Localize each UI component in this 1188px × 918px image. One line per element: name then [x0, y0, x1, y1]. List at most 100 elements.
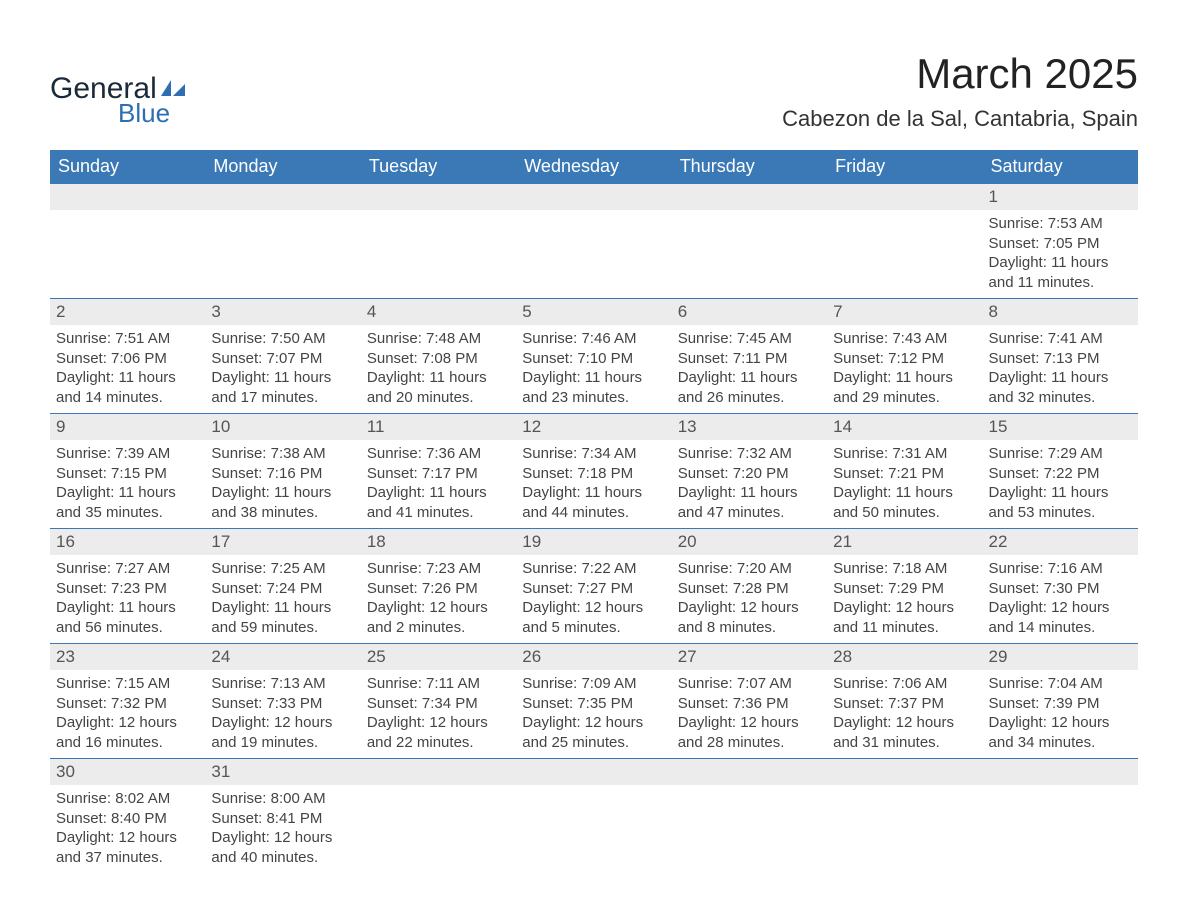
sunrise-label: Sunrise:: [211, 560, 270, 577]
day-number-bar: [827, 184, 982, 210]
sunset-line: Sunset: 7:37 PM: [833, 694, 976, 714]
sunrise-line: Sunrise: 7:46 AM: [522, 329, 665, 349]
sunrise-line: Sunrise: 7:06 AM: [833, 674, 976, 694]
day-detail: Sunrise: 7:15 AMSunset: 7:32 PMDaylight:…: [50, 670, 205, 758]
sunset-line: Sunset: 7:15 PM: [56, 464, 199, 484]
sunrise-line: Sunrise: 7:13 AM: [211, 674, 354, 694]
sunrise-label: Sunrise:: [522, 330, 581, 347]
sunrise-line: Sunrise: 7:31 AM: [833, 444, 976, 464]
sunset-value: 7:10 PM: [577, 350, 633, 367]
sunset-value: 7:28 PM: [733, 580, 789, 597]
daylight-line: Daylight: 11 hours and 47 minutes.: [678, 483, 821, 522]
day-number-bar: 9: [50, 414, 205, 440]
sunset-label: Sunset:: [522, 350, 577, 367]
daylight-label: Daylight:: [833, 484, 896, 501]
day-number-bar: [516, 184, 671, 210]
sunrise-line: Sunrise: 7:32 AM: [678, 444, 821, 464]
sunrise-label: Sunrise:: [833, 560, 892, 577]
sunset-line: Sunset: 7:08 PM: [367, 349, 510, 369]
day-detail: Sunrise: 7:23 AMSunset: 7:26 PMDaylight:…: [361, 555, 516, 643]
location-text: Cabezon de la Sal, Cantabria, Spain: [782, 106, 1138, 132]
daylight-line: Daylight: 12 hours and 22 minutes.: [367, 713, 510, 752]
sunset-label: Sunset:: [56, 580, 111, 597]
sunset-value: 7:32 PM: [111, 695, 167, 712]
sunrise-line: Sunrise: 7:38 AM: [211, 444, 354, 464]
daylight-label: Daylight:: [522, 484, 585, 501]
sunset-label: Sunset:: [211, 580, 266, 597]
sunrise-value: 7:34 AM: [581, 445, 636, 462]
day-number-bar: [361, 759, 516, 785]
logo-sail-icon: [159, 78, 187, 98]
sunset-value: 7:15 PM: [111, 465, 167, 482]
calendar-day-cell: 14Sunrise: 7:31 AMSunset: 7:21 PMDayligh…: [827, 414, 982, 529]
day-detail: [672, 785, 827, 855]
calendar-week-row: 9Sunrise: 7:39 AMSunset: 7:15 PMDaylight…: [50, 414, 1138, 529]
sunrise-value: 7:43 AM: [892, 330, 947, 347]
sunset-line: Sunset: 8:40 PM: [56, 809, 199, 829]
sunset-value: 7:27 PM: [577, 580, 633, 597]
daylight-line: Daylight: 12 hours and 14 minutes.: [989, 598, 1132, 637]
calendar-day-cell: [827, 759, 982, 874]
day-detail: Sunrise: 7:34 AMSunset: 7:18 PMDaylight:…: [516, 440, 671, 528]
daylight-line: Daylight: 11 hours and 59 minutes.: [211, 598, 354, 637]
day-number-bar: 15: [983, 414, 1138, 440]
sunset-label: Sunset:: [56, 810, 111, 827]
sunset-line: Sunset: 7:07 PM: [211, 349, 354, 369]
weekday-header: Wednesday: [516, 150, 671, 184]
sunset-value: 8:41 PM: [266, 810, 322, 827]
day-number-bar: [50, 184, 205, 210]
sunrise-line: Sunrise: 7:09 AM: [522, 674, 665, 694]
weekday-header: Saturday: [983, 150, 1138, 184]
calendar-day-cell: 12Sunrise: 7:34 AMSunset: 7:18 PMDayligh…: [516, 414, 671, 529]
sunset-line: Sunset: 7:28 PM: [678, 579, 821, 599]
day-detail: Sunrise: 7:31 AMSunset: 7:21 PMDaylight:…: [827, 440, 982, 528]
sunset-value: 7:12 PM: [888, 350, 944, 367]
calendar-day-cell: 30Sunrise: 8:02 AMSunset: 8:40 PMDayligh…: [50, 759, 205, 874]
brand-logo: General Blue: [50, 50, 187, 129]
sunset-label: Sunset:: [522, 465, 577, 482]
sunset-value: 7:24 PM: [266, 580, 322, 597]
sunrise-line: Sunrise: 8:00 AM: [211, 789, 354, 809]
calendar-table: SundayMondayTuesdayWednesdayThursdayFrid…: [50, 150, 1138, 873]
day-number-bar: 19: [516, 529, 671, 555]
calendar-day-cell: 3Sunrise: 7:50 AMSunset: 7:07 PMDaylight…: [205, 299, 360, 414]
day-detail: Sunrise: 7:13 AMSunset: 7:33 PMDaylight:…: [205, 670, 360, 758]
sunrise-label: Sunrise:: [367, 445, 426, 462]
calendar-day-cell: [983, 759, 1138, 874]
sunrise-value: 7:25 AM: [271, 560, 326, 577]
sunrise-label: Sunrise:: [833, 675, 892, 692]
sunrise-label: Sunrise:: [989, 445, 1048, 462]
calendar-day-cell: 13Sunrise: 7:32 AMSunset: 7:20 PMDayligh…: [672, 414, 827, 529]
calendar-day-cell: 28Sunrise: 7:06 AMSunset: 7:37 PMDayligh…: [827, 644, 982, 759]
sunrise-value: 7:13 AM: [271, 675, 326, 692]
day-detail: Sunrise: 7:09 AMSunset: 7:35 PMDaylight:…: [516, 670, 671, 758]
day-detail: Sunrise: 7:04 AMSunset: 7:39 PMDaylight:…: [983, 670, 1138, 758]
daylight-label: Daylight:: [56, 829, 119, 846]
sunrise-line: Sunrise: 7:22 AM: [522, 559, 665, 579]
daylight-label: Daylight:: [989, 369, 1052, 386]
day-number-bar: 8: [983, 299, 1138, 325]
daylight-label: Daylight:: [989, 714, 1052, 731]
sunrise-value: 7:16 AM: [1048, 560, 1103, 577]
sunrise-label: Sunrise:: [211, 675, 270, 692]
day-number-bar: 4: [361, 299, 516, 325]
sunrise-label: Sunrise:: [211, 790, 270, 807]
sunset-label: Sunset:: [211, 350, 266, 367]
sunset-label: Sunset:: [522, 580, 577, 597]
sunrise-label: Sunrise:: [522, 675, 581, 692]
sunset-value: 7:33 PM: [266, 695, 322, 712]
daylight-label: Daylight:: [56, 484, 119, 501]
sunset-value: 7:26 PM: [422, 580, 478, 597]
sunset-value: 7:16 PM: [266, 465, 322, 482]
calendar-day-cell: 25Sunrise: 7:11 AMSunset: 7:34 PMDayligh…: [361, 644, 516, 759]
calendar-week-row: 30Sunrise: 8:02 AMSunset: 8:40 PMDayligh…: [50, 759, 1138, 874]
day-detail: Sunrise: 7:11 AMSunset: 7:34 PMDaylight:…: [361, 670, 516, 758]
sunrise-value: 7:23 AM: [426, 560, 481, 577]
sunrise-value: 7:31 AM: [892, 445, 947, 462]
day-detail: Sunrise: 7:36 AMSunset: 7:17 PMDaylight:…: [361, 440, 516, 528]
day-detail: Sunrise: 7:41 AMSunset: 7:13 PMDaylight:…: [983, 325, 1138, 413]
day-number-bar: 3: [205, 299, 360, 325]
sunset-line: Sunset: 7:05 PM: [989, 234, 1132, 254]
sunset-line: Sunset: 7:22 PM: [989, 464, 1132, 484]
sunset-line: Sunset: 7:36 PM: [678, 694, 821, 714]
